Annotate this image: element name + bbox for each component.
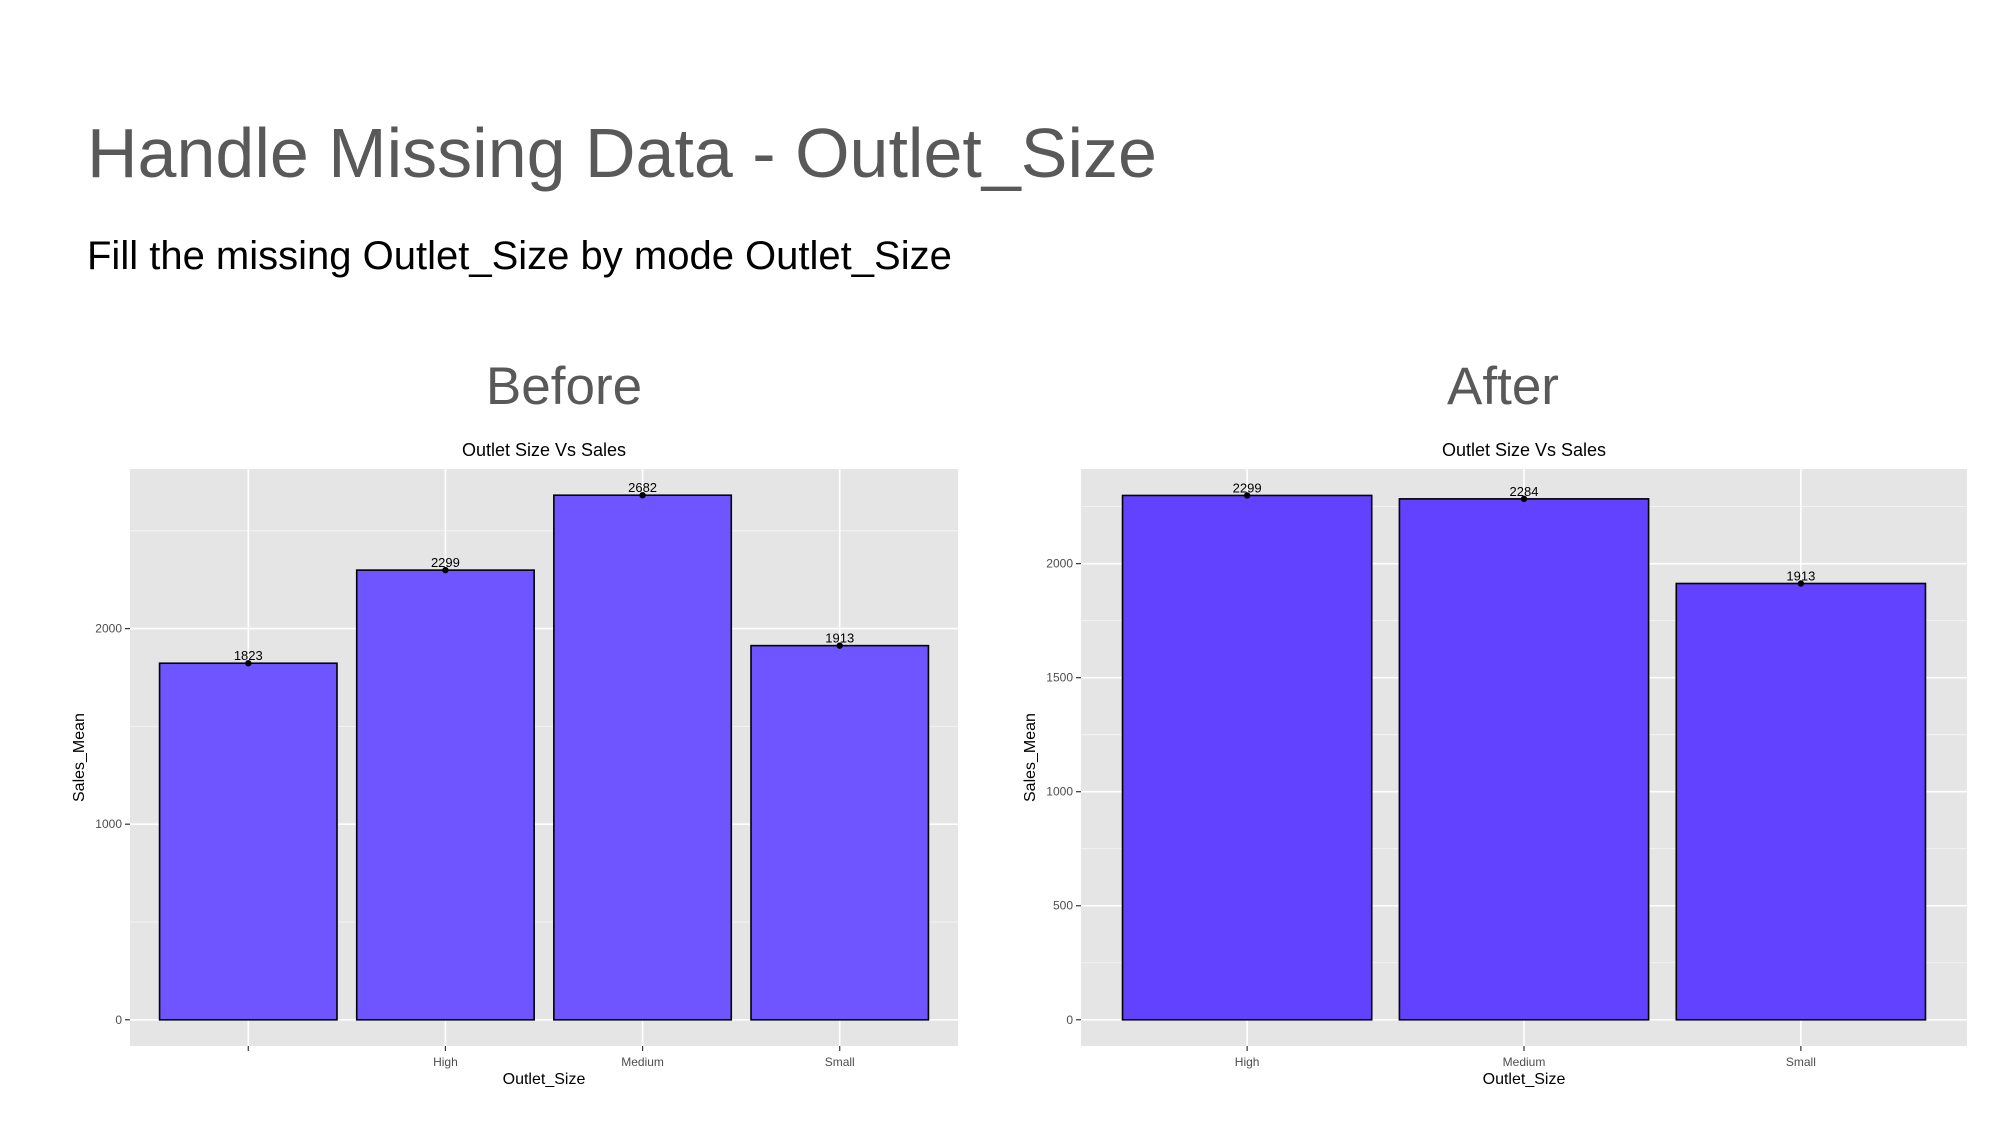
- before-heading: Before: [485, 357, 643, 416]
- before-data-label: 2682: [628, 480, 657, 495]
- after-chart-title: Outlet Size Vs Sales: [1442, 440, 1606, 460]
- before-data-label: 1823: [234, 648, 263, 663]
- after-y-axis-title: Sales_Mean: [1022, 713, 1039, 802]
- before-bar: [553, 494, 733, 1021]
- after-data-label: 1913: [1786, 568, 1815, 583]
- slide-subtitle: Fill the missing Outlet_Size by mode Out…: [87, 234, 952, 278]
- after-y-tick-label: 0: [1066, 1013, 1073, 1027]
- after-data-label: 2299: [1233, 480, 1262, 495]
- after-bar: [1121, 494, 1373, 1021]
- before-y-tick-label: 2000: [95, 622, 122, 636]
- after-bar-point: [1797, 580, 1805, 587]
- before-x-axis-title: Outlet_Size: [503, 1071, 586, 1088]
- after-bar: [1675, 582, 1927, 1021]
- before-bar: [750, 644, 930, 1021]
- after-y-tick-label: 2000: [1046, 557, 1073, 571]
- before-bar: [355, 569, 535, 1021]
- after-y-tick-label: 1500: [1046, 671, 1073, 685]
- after-bar-point: [1520, 495, 1528, 503]
- before-bar-point: [442, 566, 449, 574]
- before-bar-point: [245, 660, 252, 667]
- after-x-tick-label: Medium: [1503, 1055, 1546, 1069]
- before-bar: [158, 662, 338, 1021]
- after-x-tick-label: Small: [1786, 1055, 1816, 1069]
- before-chart-title: Outlet Size Vs Sales: [462, 440, 626, 460]
- before-data-label: 2299: [431, 555, 460, 570]
- before-x-tick-label: High: [433, 1055, 458, 1069]
- before-y-tick-label: 1000: [95, 817, 122, 831]
- before-bar-point: [639, 492, 646, 499]
- before-data-label: 1913: [825, 631, 854, 646]
- before-x-tick-label: Medium: [621, 1055, 664, 1069]
- after-x-axis-title: Outlet_Size: [1483, 1071, 1566, 1088]
- after-bar: [1398, 498, 1650, 1021]
- after-data-label: 2284: [1510, 484, 1539, 499]
- before-x-tick-label: Small: [825, 1055, 855, 1069]
- after-x-tick-label: High: [1235, 1055, 1260, 1069]
- before-bar-point: [836, 642, 843, 649]
- before-y-tick-label: 0: [115, 1013, 122, 1027]
- after-y-tick-label: 1000: [1046, 785, 1073, 799]
- before-y-axis-title: Sales_Mean: [71, 713, 88, 802]
- slide-title: Handle Missing Data - Outlet_Size: [87, 114, 1157, 192]
- after-heading: After: [1447, 357, 1559, 416]
- before-bar-chart: 0 1000 2000 High Medium Small 1823 2299 2682 1913…: [71, 440, 958, 1088]
- after-y-tick-label: 500: [1053, 899, 1073, 913]
- after-bar-point: [1243, 492, 1251, 499]
